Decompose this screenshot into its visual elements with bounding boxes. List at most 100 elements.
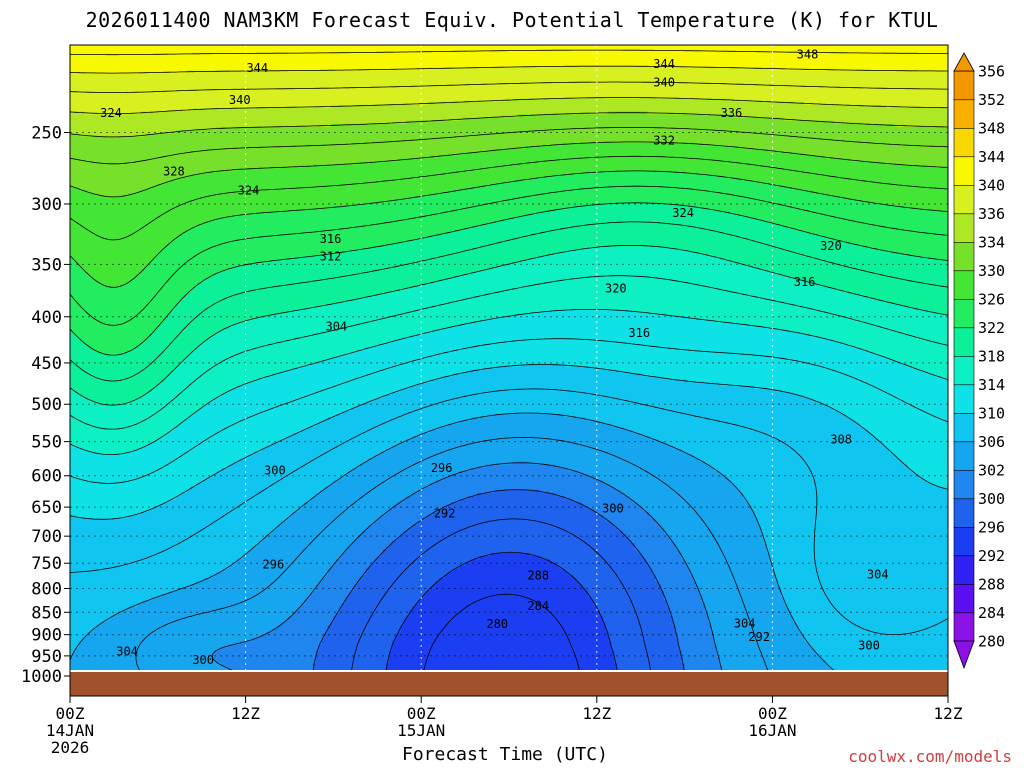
theta-e-cell [620, 369, 926, 374]
theta-e-cell [70, 638, 83, 642]
theta-e-cell [189, 486, 326, 491]
theta-e-cell [70, 392, 80, 396]
theta-e-cell [298, 508, 390, 513]
theta-e-cell [684, 663, 721, 668]
theta-e-cell [70, 628, 95, 633]
theta-e-cell [201, 341, 387, 346]
contour-label: 336 [721, 106, 743, 120]
theta-e-cell [851, 344, 948, 349]
theta-e-cell [397, 442, 668, 447]
theta-e-cell [851, 158, 948, 163]
theta-e-cell [415, 603, 595, 608]
theta-e-cell [99, 401, 127, 406]
theta-e-cell [740, 145, 948, 150]
theta-e-cell [409, 612, 601, 617]
theta-e-cell [602, 619, 674, 623]
theta-e-cell [216, 660, 317, 664]
theta-e-cell [169, 373, 276, 377]
theta-e-cell [318, 644, 393, 649]
theta-e-cell [757, 180, 948, 185]
theta-e-cell [342, 354, 882, 358]
theta-e-cell [336, 414, 490, 418]
theta-e-cell [70, 174, 191, 179]
theta-e-cell [160, 436, 288, 440]
theta-e-cell [154, 385, 238, 390]
theta-e-cell [579, 470, 721, 475]
theta-e-cell [429, 483, 610, 488]
theta-e-cell [570, 205, 700, 210]
theta-e-cell [708, 616, 794, 620]
theta-e-cell [664, 527, 762, 532]
y-tick-label: 650 [31, 498, 62, 518]
theta-e-cell [681, 552, 771, 557]
theta-e-cell [228, 565, 332, 570]
theta-e-cell [178, 300, 343, 305]
theta-e-cell [807, 641, 948, 646]
theta-e-cell [78, 335, 150, 340]
theta-e-cell [353, 587, 431, 592]
theta-e-cell [529, 552, 642, 557]
theta-e-cell [588, 593, 665, 598]
theta-e-cell [166, 316, 258, 321]
theta-e-cell [151, 332, 217, 336]
theta-e-cell [70, 593, 162, 598]
theta-e-cell [321, 641, 393, 646]
theta-e-cell [175, 237, 419, 242]
theta-e-cell [131, 347, 197, 352]
theta-e-cell [125, 281, 200, 286]
theta-e-cell [529, 177, 741, 182]
theta-e-cell [70, 227, 191, 232]
theta-e-cell [312, 590, 352, 595]
theta-e-cell [70, 287, 194, 292]
theta-e-cell [716, 653, 820, 658]
theta-e-cell [836, 287, 948, 292]
theta-e-cell [895, 455, 948, 459]
theta-e-cell [248, 455, 375, 459]
theta-e-cell [70, 388, 74, 393]
theta-e-cell [813, 398, 948, 403]
theta-e-cell [236, 559, 337, 564]
theta-e-cell [383, 549, 639, 554]
theta-e-cell [70, 546, 253, 551]
theta-e-cell [251, 638, 323, 642]
theta-e-cell [860, 423, 948, 428]
theta-e-cell [70, 316, 168, 321]
theta-e-cell [207, 338, 399, 343]
theta-e-cell [699, 587, 782, 592]
theta-e-cell [163, 379, 255, 384]
colorbar-label: 284 [978, 604, 1005, 622]
theta-e-cell [810, 190, 948, 194]
theta-e-cell [122, 451, 255, 456]
theta-e-cell [312, 669, 387, 670]
theta-e-cell [99, 281, 127, 286]
theta-e-cell [70, 332, 74, 336]
theta-e-cell [307, 306, 917, 311]
theta-e-cell [362, 461, 513, 466]
theta-e-cell [70, 149, 493, 153]
theta-e-cell [933, 373, 948, 377]
theta-e-cell [391, 445, 674, 450]
theta-e-cell [70, 489, 188, 494]
theta-e-cell [409, 609, 601, 614]
theta-e-cell [383, 395, 806, 399]
theta-e-cell [70, 319, 165, 324]
theta-e-cell [696, 581, 779, 586]
theta-e-cell [687, 562, 773, 567]
theta-e-cell [140, 190, 452, 194]
theta-e-cell [78, 186, 150, 191]
theta-e-cell [804, 634, 948, 639]
theta-e-cell [822, 234, 948, 239]
theta-e-cell [681, 660, 721, 664]
theta-e-cell [874, 436, 948, 440]
theta-e-cell [70, 209, 294, 213]
theta-e-cell [833, 669, 948, 670]
theta-e-cell [368, 524, 414, 529]
theta-e-cell [78, 644, 229, 649]
theta-e-cell [70, 612, 118, 617]
theta-e-cell [353, 467, 472, 472]
theta-e-cell [70, 338, 83, 343]
theta-e-cell [70, 256, 74, 261]
theta-e-cell [70, 130, 176, 134]
theta-e-cell [380, 451, 689, 456]
theta-e-cell [693, 575, 776, 579]
